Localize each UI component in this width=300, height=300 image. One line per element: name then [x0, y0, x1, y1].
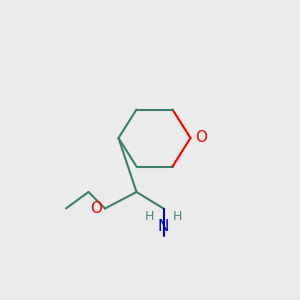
Text: O: O — [195, 130, 207, 146]
Text: N: N — [158, 219, 169, 234]
Text: H: H — [144, 210, 154, 223]
Text: O: O — [91, 201, 103, 216]
Text: H: H — [173, 210, 183, 223]
